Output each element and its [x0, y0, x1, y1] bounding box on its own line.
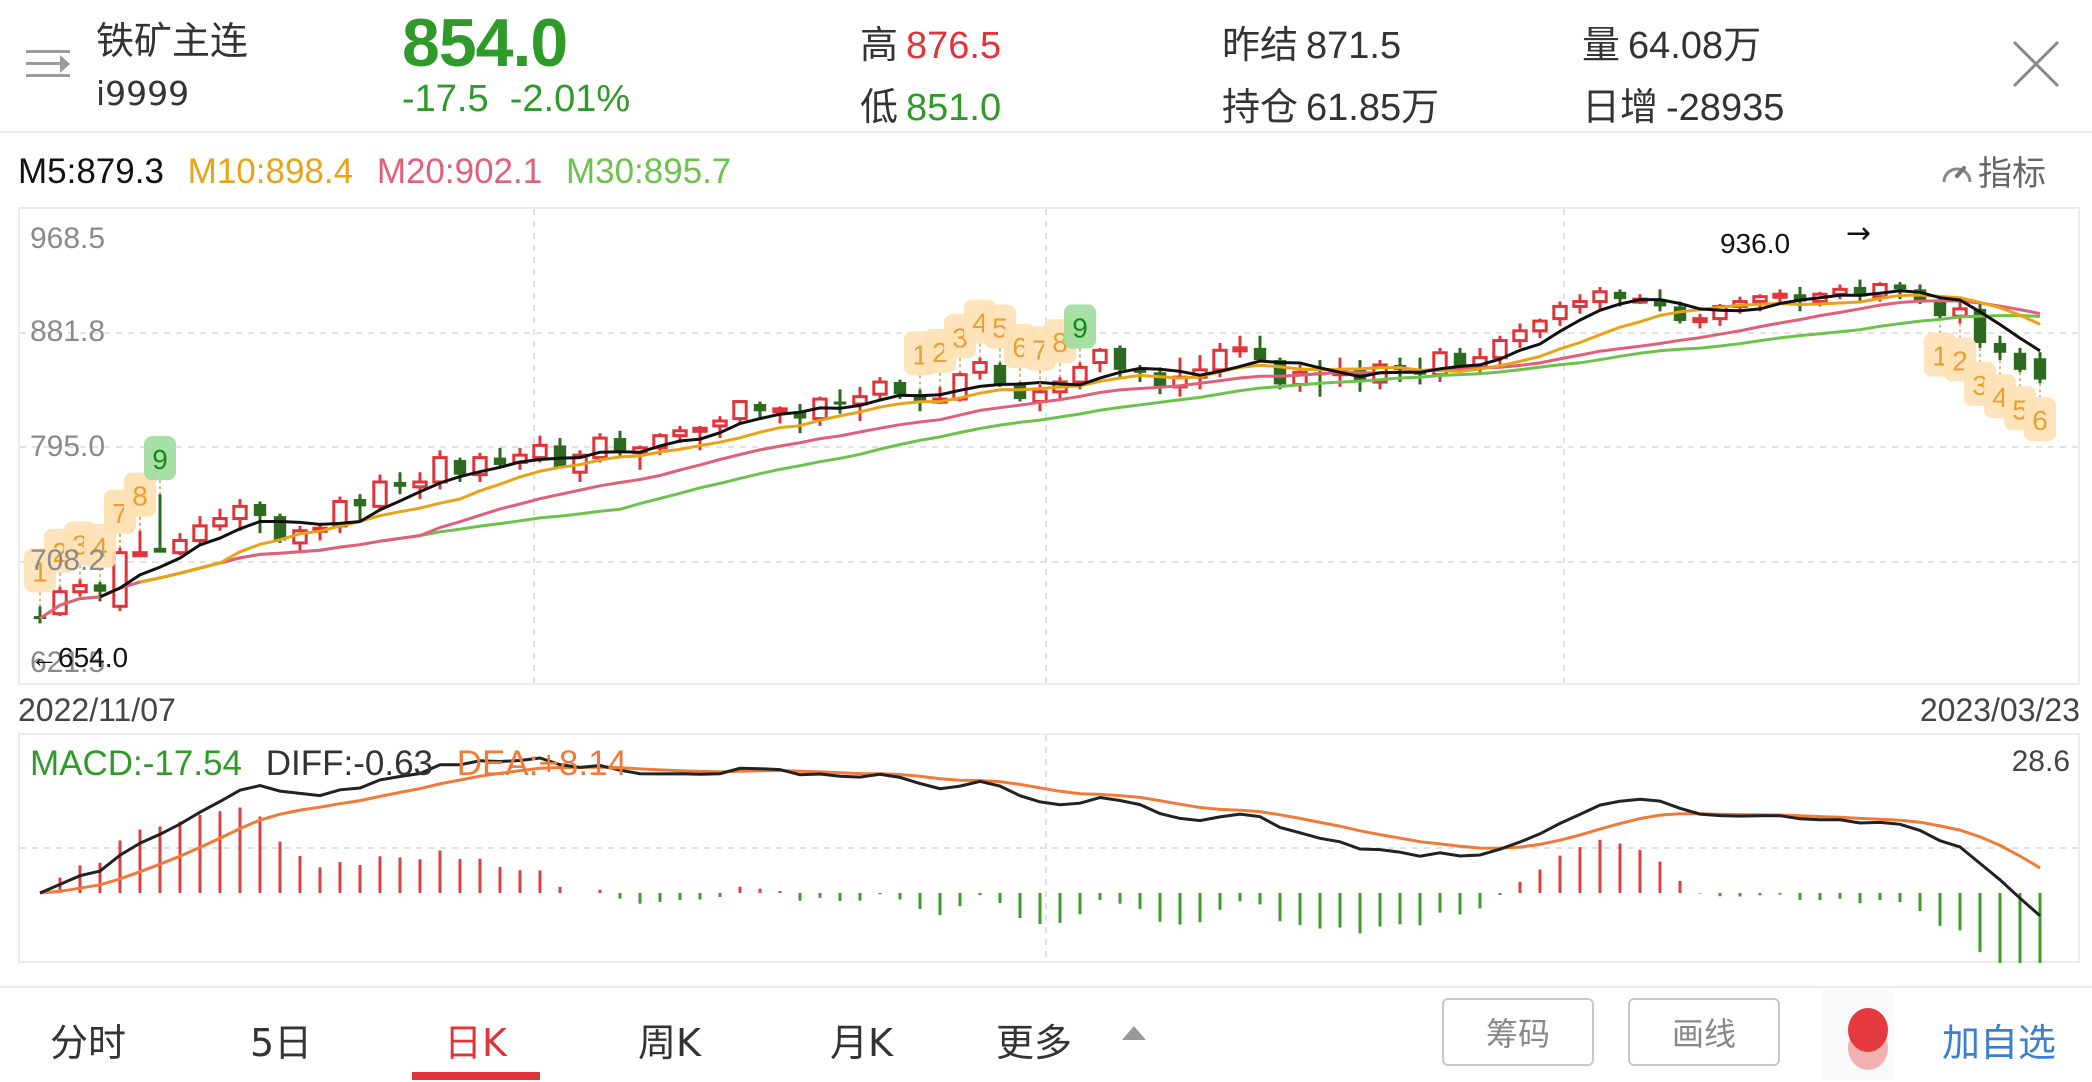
daily-increase-value: -28935: [1666, 87, 1785, 129]
high-value: 876.5: [906, 25, 1002, 67]
add-watchlist-button[interactable]: 加自选: [1822, 990, 2092, 1080]
svg-text:4: 4: [1992, 382, 2008, 413]
watch-dot-icon: [1848, 1008, 1888, 1052]
indicator-label: 指标: [1978, 154, 2046, 194]
macd-legend: MACD:-17.54 DIFF:-0.63 DEA:+8.14: [30, 744, 641, 784]
ma20-value: M20:902.1: [376, 152, 543, 191]
left-arrow-icon: ←: [30, 642, 58, 673]
caret-up-icon[interactable]: [1122, 1026, 1146, 1040]
ma30-value: M30:895.7: [565, 152, 732, 191]
svg-text:9: 9: [1072, 313, 1088, 344]
quote-header: 铁矿主连 i9999 854.0 -17.5 -2.01% 高 876.5 低 85…: [0, 0, 2092, 133]
svg-text:2: 2: [1952, 346, 1968, 377]
y-label-2: 881.8: [30, 315, 106, 348]
prev-settle-value: 871.5: [1306, 25, 1402, 67]
svg-text:6: 6: [1012, 332, 1028, 363]
svg-text:4: 4: [972, 308, 988, 339]
change-value: -17.5: [402, 78, 489, 120]
end-date: 2023/03/23: [1919, 692, 2080, 728]
dea-value: DEA:+8.14: [456, 744, 628, 783]
svg-text:9: 9: [152, 444, 168, 475]
add-watchlist-label: 加自选: [1942, 1021, 2057, 1065]
macd-chart[interactable]: [18, 733, 2080, 963]
tab-more[interactable]: 更多: [996, 1021, 1073, 1065]
start-date: 2022/11/07: [18, 692, 176, 728]
svg-text:1: 1: [1932, 341, 1948, 372]
low-stat: 低 851.0: [860, 76, 1001, 131]
open-interest-label: 持仓: [1222, 87, 1299, 129]
price-change: -17.5 -2.01%: [402, 78, 630, 121]
high-stat: 高 876.5: [860, 14, 1001, 69]
svg-text:2: 2: [932, 337, 948, 368]
right-arrow-icon: →: [1846, 216, 1872, 251]
svg-text:5: 5: [2012, 394, 2028, 425]
tab-monthly-k[interactable]: 月K: [830, 1021, 893, 1065]
svg-text:6: 6: [2032, 405, 2048, 436]
last-price: 854.0: [402, 5, 568, 81]
daily-increase-label: 日增: [1582, 87, 1659, 129]
low-value: 851.0: [906, 87, 1002, 129]
instrument-name: 铁矿主连: [96, 19, 249, 63]
tab-intraday[interactable]: 分时: [50, 1021, 127, 1065]
high-marker: 936.0: [1720, 228, 1791, 259]
svg-text:8: 8: [132, 481, 148, 512]
close-icon[interactable]: [2010, 38, 2062, 90]
low-marker: ←654.0: [30, 642, 129, 673]
macd-max-label: 28.6: [2011, 745, 2070, 778]
svg-text:4: 4: [92, 532, 108, 563]
draw-line-button[interactable]: 画线: [1628, 998, 1780, 1066]
prev-settle-label: 昨结: [1222, 25, 1299, 67]
indicator-button[interactable]: 指标: [1940, 146, 2046, 195]
instrument-code: i9999: [96, 74, 190, 113]
low-label: 低: [860, 87, 899, 129]
ma-legend: M5:879.3 M10:898.4 M20:902.1 M30:895.7: [18, 152, 745, 192]
change-percent: -2.01%: [509, 78, 631, 120]
ma10-value: M10:898.4: [187, 152, 354, 191]
svg-text:3: 3: [952, 322, 968, 353]
svg-text:7: 7: [1032, 334, 1048, 365]
svg-text:1: 1: [912, 339, 928, 370]
bottom-toolbar: [0, 986, 2092, 1082]
volume-stat: 量 64.08万: [1582, 14, 1761, 69]
svg-text:3: 3: [72, 529, 88, 560]
open-interest-stat: 持仓 61.85万: [1222, 76, 1439, 131]
svg-text:2: 2: [52, 537, 68, 568]
macd-value: MACD:-17.54: [30, 744, 243, 783]
svg-text:1: 1: [32, 556, 48, 587]
chips-button[interactable]: 筹码: [1442, 998, 1594, 1066]
tab-daily-k[interactable]: 日K: [444, 1021, 507, 1065]
svg-text:8: 8: [1052, 327, 1068, 358]
diff-value: DIFF:-0.63: [265, 744, 434, 783]
svg-text:5: 5: [992, 313, 1008, 344]
y-label-3: 795.0: [30, 430, 106, 463]
y-label-4: 708.2: [30, 544, 106, 577]
tab-weekly-k[interactable]: 周K: [638, 1021, 701, 1065]
svg-text:3: 3: [1972, 370, 1988, 401]
prev-settle-stat: 昨结 871.5: [1222, 14, 1401, 69]
gauge-icon: [1942, 165, 1972, 182]
tab-5day[interactable]: 5日: [250, 1021, 313, 1065]
svg-text:7: 7: [112, 498, 128, 529]
y-label-5: 621.5: [30, 646, 106, 679]
volume-label: 量: [1582, 25, 1621, 67]
kline-canvas: 123456789123456789123456: [20, 209, 2078, 683]
ma5-value: M5:879.3: [18, 152, 164, 191]
daily-increase-stat: 日增 -28935: [1582, 76, 1784, 131]
volume-value: 64.08万: [1628, 25, 1762, 67]
y-label-1: 968.5: [30, 222, 106, 255]
high-label: 高: [860, 25, 899, 67]
menu-icon[interactable]: [26, 44, 74, 84]
kline-chart[interactable]: [18, 207, 2080, 685]
active-tab-indicator: [412, 1072, 540, 1080]
macd-canvas: [20, 735, 2078, 963]
open-interest-value: 61.85万: [1306, 87, 1440, 129]
